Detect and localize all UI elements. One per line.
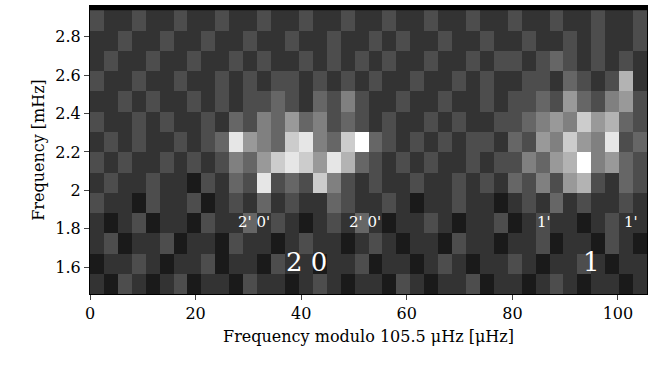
svg-text:2.6: 2.6 bbox=[55, 66, 80, 85]
svg-text:2' 0': 2' 0' bbox=[349, 213, 381, 231]
svg-text:2.8: 2.8 bbox=[55, 27, 80, 46]
svg-text:2' 0': 2' 0' bbox=[238, 213, 270, 231]
svg-text:1.6: 1.6 bbox=[55, 258, 80, 277]
svg-text:0: 0 bbox=[85, 304, 95, 323]
svg-text:1: 1 bbox=[583, 247, 600, 277]
svg-text:80: 80 bbox=[502, 304, 522, 323]
svg-text:2.4: 2.4 bbox=[55, 104, 80, 123]
svg-text:1': 1' bbox=[537, 213, 551, 231]
svg-text:1.8: 1.8 bbox=[55, 219, 80, 238]
svg-text:2: 2 bbox=[71, 181, 81, 200]
svg-text:Frequency [mHz]: Frequency [mHz] bbox=[29, 79, 48, 221]
svg-text:40: 40 bbox=[291, 304, 311, 323]
svg-text:Frequency modulo 105.5 μHz [μH: Frequency modulo 105.5 μHz [μHz] bbox=[223, 327, 514, 346]
svg-text:2 0: 2 0 bbox=[286, 247, 327, 277]
svg-text:100: 100 bbox=[603, 304, 634, 323]
svg-text:60: 60 bbox=[397, 304, 417, 323]
svg-text:1': 1' bbox=[624, 213, 638, 231]
svg-text:20: 20 bbox=[185, 304, 205, 323]
svg-text:2.2: 2.2 bbox=[55, 143, 80, 162]
